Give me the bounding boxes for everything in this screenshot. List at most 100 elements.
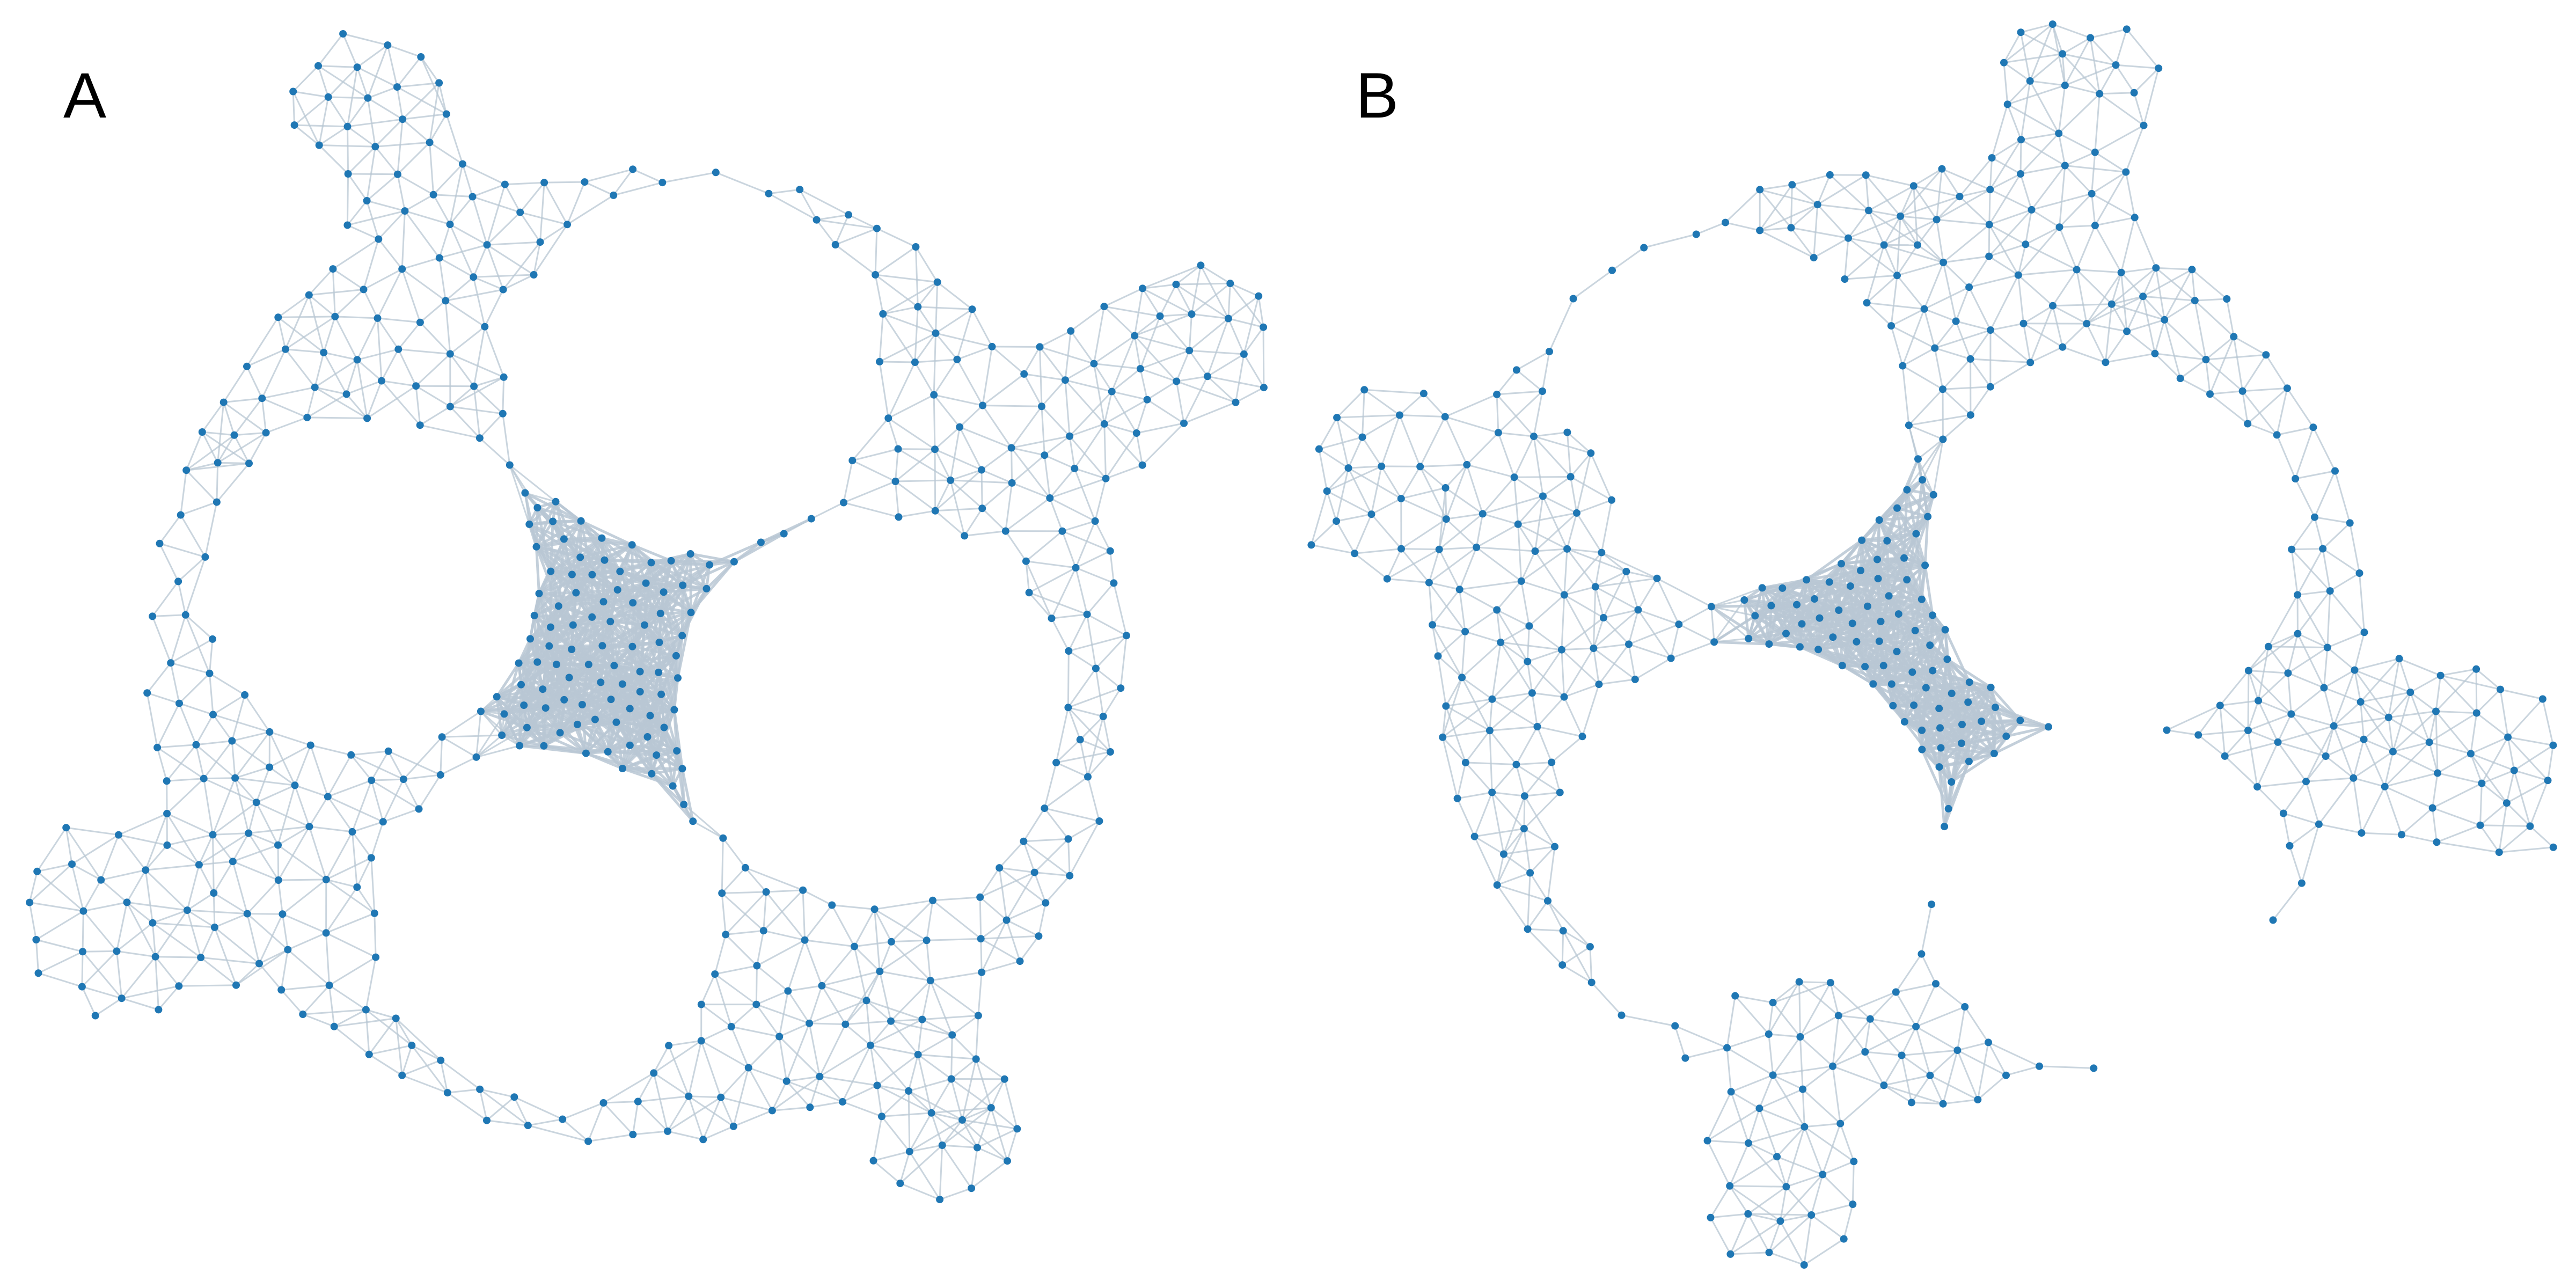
network-edge [261,398,267,433]
network-edge [1799,1036,1834,1067]
network-node [2244,667,2252,675]
network-edge [1914,533,1927,566]
network-edge [1023,838,1069,843]
network-edge [1380,466,1402,499]
network-edge [914,333,936,363]
network-edge [1079,715,1104,741]
network-node [699,1136,707,1144]
network-node [415,805,423,813]
network-edge [472,196,488,245]
network-edge [2326,591,2331,648]
network-edge [1759,1074,1774,1109]
network-edge [209,639,214,674]
edge-layer [1310,23,2554,1266]
network-edge [1906,438,1944,491]
network-edge [380,380,421,426]
network-edge [1429,582,1460,590]
network-edge [519,182,545,213]
network-node [642,579,650,587]
network-node [1885,592,1893,600]
network-edge [1336,416,1363,438]
network-edge [1832,1015,1840,1066]
network-edge [2085,272,2122,324]
network-node [274,876,282,884]
network-node [210,889,218,897]
network-edge [2248,713,2292,731]
network-edge [908,1090,932,1114]
network-node [1803,576,1811,584]
network-node [1795,978,1803,986]
network-node [348,828,356,836]
network-node [1939,385,1946,393]
network-node [2320,684,2328,692]
network-node [365,1050,373,1058]
network-edge [388,750,441,776]
network-edge [1900,215,1937,221]
network-node [1889,701,1897,709]
network-edge [1744,598,1803,625]
network-node [306,741,314,749]
network-edge [1980,721,1996,754]
network-edge [1034,872,1070,877]
network-edge [544,664,558,708]
network-edge [473,274,534,278]
network-edge [877,1085,909,1092]
network-node [516,742,524,750]
network-edge [1039,347,1043,407]
network-edge [854,941,892,948]
network-node [1965,678,1973,686]
network-edge [1785,632,1843,667]
network-node [1333,414,1341,422]
network-edge [1497,390,1543,434]
network-edge [1707,1140,1749,1144]
network-edge [890,941,931,982]
network-edge [1028,567,1077,594]
network-node [2002,732,2010,740]
network-edge [1839,1123,1855,1162]
network-edge [1869,991,1897,1020]
network-node [2283,384,2291,392]
network-edge [258,913,283,964]
network-edge [2125,125,2145,173]
network-node [1071,464,1079,472]
network-edge [1779,1187,1787,1221]
network-edge [325,932,376,958]
network-edge [1011,406,1043,449]
network-edge [1496,609,1530,627]
network-edge [1942,1050,1958,1104]
network-edge [1517,523,1536,552]
network-node [1226,280,1234,288]
network-node [554,602,562,610]
network-node [1813,201,1821,209]
network-edge [1465,762,1517,766]
network-edge [501,707,547,737]
network-edge [931,1113,943,1146]
network-edge [2333,716,2389,727]
network-edge [2064,165,2092,194]
network-edge [1964,1006,1989,1043]
network-edge [909,1113,932,1152]
network-edge [2156,267,2192,270]
network-edge [934,448,982,471]
network-edge [1189,318,1229,352]
network-edge [1025,561,1052,619]
network-edge [804,939,855,948]
network-edge [567,194,614,225]
network-node [339,30,347,38]
network-node [1396,411,1403,419]
network-edge [1563,697,1583,737]
network-edge [1950,693,1963,744]
network-edge [1848,215,1901,239]
network-edge [621,683,649,738]
network-edge [1069,821,1100,876]
network-edge [327,796,384,823]
network-node [2381,782,2389,791]
network-edge [1527,928,1563,966]
network-edge [476,745,520,758]
network-edge [1891,308,1925,327]
network-node [1197,261,1205,269]
network-edge [94,997,122,1016]
network-edge [1566,432,1572,477]
network-edge [402,82,440,120]
network-edge [334,1018,396,1028]
